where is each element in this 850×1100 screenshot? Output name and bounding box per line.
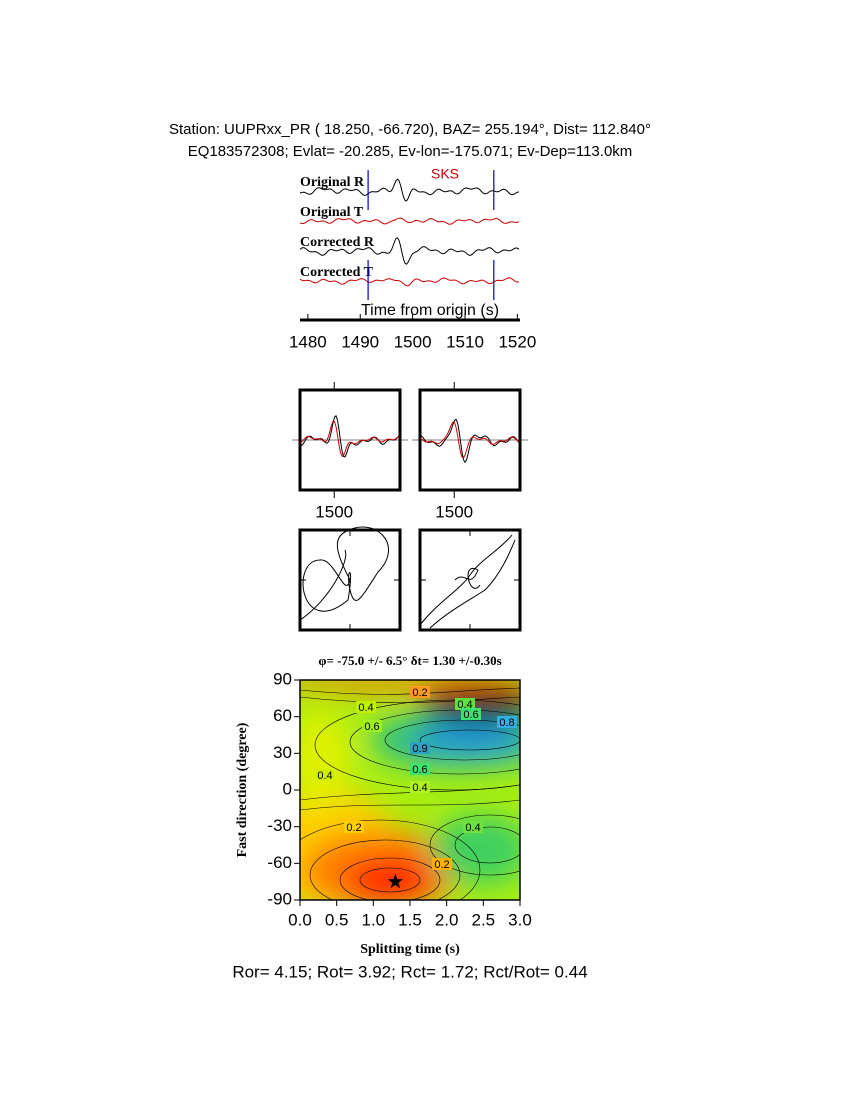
x-tick-label: 1520 — [498, 332, 536, 351]
contour-label-bg — [455, 698, 475, 710]
contour-title: φ= -75.0 +/- 6.5° δt= 1.30 +/-0.30s — [318, 653, 501, 668]
contour-label-bg — [497, 716, 517, 728]
contour-label: 0.4 — [465, 822, 480, 834]
contour-label-bg — [463, 821, 483, 833]
contour-label: 0.4 — [317, 770, 332, 782]
trace — [299, 420, 400, 457]
trace-label: Original R — [300, 175, 365, 190]
x-tick-label: 1510 — [446, 332, 484, 351]
contour-label: 0.6 — [412, 764, 427, 776]
contour-label: 0.9 — [412, 743, 427, 755]
contour-label-bg — [315, 769, 335, 781]
y-tick-label: 60 — [273, 706, 292, 725]
contour-label-bg — [410, 763, 430, 775]
contour-label-bg — [410, 781, 430, 793]
y-axis-label: Fast direction (degree) — [235, 722, 250, 857]
x-tick-label: 1480 — [289, 332, 327, 351]
contour-label: 0.4 — [457, 699, 472, 711]
contour-label-bg — [362, 720, 382, 732]
x-tick-label: 1.5 — [398, 910, 422, 929]
trace-label: Corrected T — [300, 265, 374, 280]
trace — [419, 421, 520, 459]
particle-motion — [419, 534, 516, 629]
contour-label: 0.4 — [412, 782, 427, 794]
contour-label-bg — [344, 821, 364, 833]
x-axis-label: Splitting time (s) — [360, 942, 460, 957]
x-tick-label: 3.0 — [508, 910, 532, 929]
x-tick-label: 1.0 — [362, 910, 386, 929]
trace — [299, 277, 520, 287]
contour-label: 0.2 — [346, 822, 361, 834]
particle-box — [418, 528, 522, 632]
subtitle: EQ183572308; Evlat= -20.285, Ev-lon=-175… — [188, 143, 633, 160]
contour-label: 0.4 — [358, 702, 373, 714]
x-tick-label: 0.0 — [288, 910, 312, 929]
contour-label-bg — [432, 858, 452, 870]
y-tick-label: -30 — [267, 816, 292, 835]
contour-label-bg — [410, 742, 430, 754]
footer: Ror= 4.15; Rot= 3.92; Rct= 1.72; Rct/Rot… — [232, 962, 587, 981]
y-tick-label: 90 — [273, 669, 292, 688]
x-tick-label: 2.5 — [472, 910, 496, 929]
trace — [299, 237, 520, 265]
contour-label-bg — [356, 701, 376, 713]
y-tick-label: -90 — [267, 889, 292, 908]
contour-label: 0.6 — [463, 709, 478, 721]
box-ticks — [300, 530, 520, 630]
phase-label: SKS — [431, 166, 459, 182]
best-fit-star — [387, 873, 403, 889]
y-tick-label: 30 — [273, 743, 292, 762]
x-tick-label: 0.5 — [325, 910, 349, 929]
x-tick-label: 1500 — [315, 502, 353, 521]
particle-motion — [299, 526, 390, 621]
contour-label: 0.6 — [364, 721, 379, 733]
trace — [299, 217, 520, 225]
title: Station: UUPRxx_PR ( 18.250, -66.720), B… — [169, 121, 651, 138]
x-axis-label: Time from origin (s) — [361, 302, 499, 319]
contour-field — [300, 680, 520, 900]
trace-label: Corrected R — [300, 235, 375, 250]
contour-label-bg — [410, 686, 430, 698]
y-tick-label: 0 — [283, 779, 292, 798]
trace — [299, 178, 520, 202]
y-tick-label: -60 — [267, 853, 292, 872]
x-tick-label: 1490 — [341, 332, 379, 351]
x-tick-label: 2.0 — [435, 910, 459, 929]
contour-label: 0.2 — [434, 859, 449, 871]
contour-label-bg — [461, 708, 481, 720]
contour-label: 0.2 — [412, 687, 427, 699]
contour-label: 0.8 — [499, 717, 514, 729]
trace — [300, 414, 400, 458]
x-tick-label: 1500 — [435, 502, 473, 521]
trace-label: Original T — [300, 205, 364, 220]
x-tick-label: 1500 — [394, 332, 432, 351]
